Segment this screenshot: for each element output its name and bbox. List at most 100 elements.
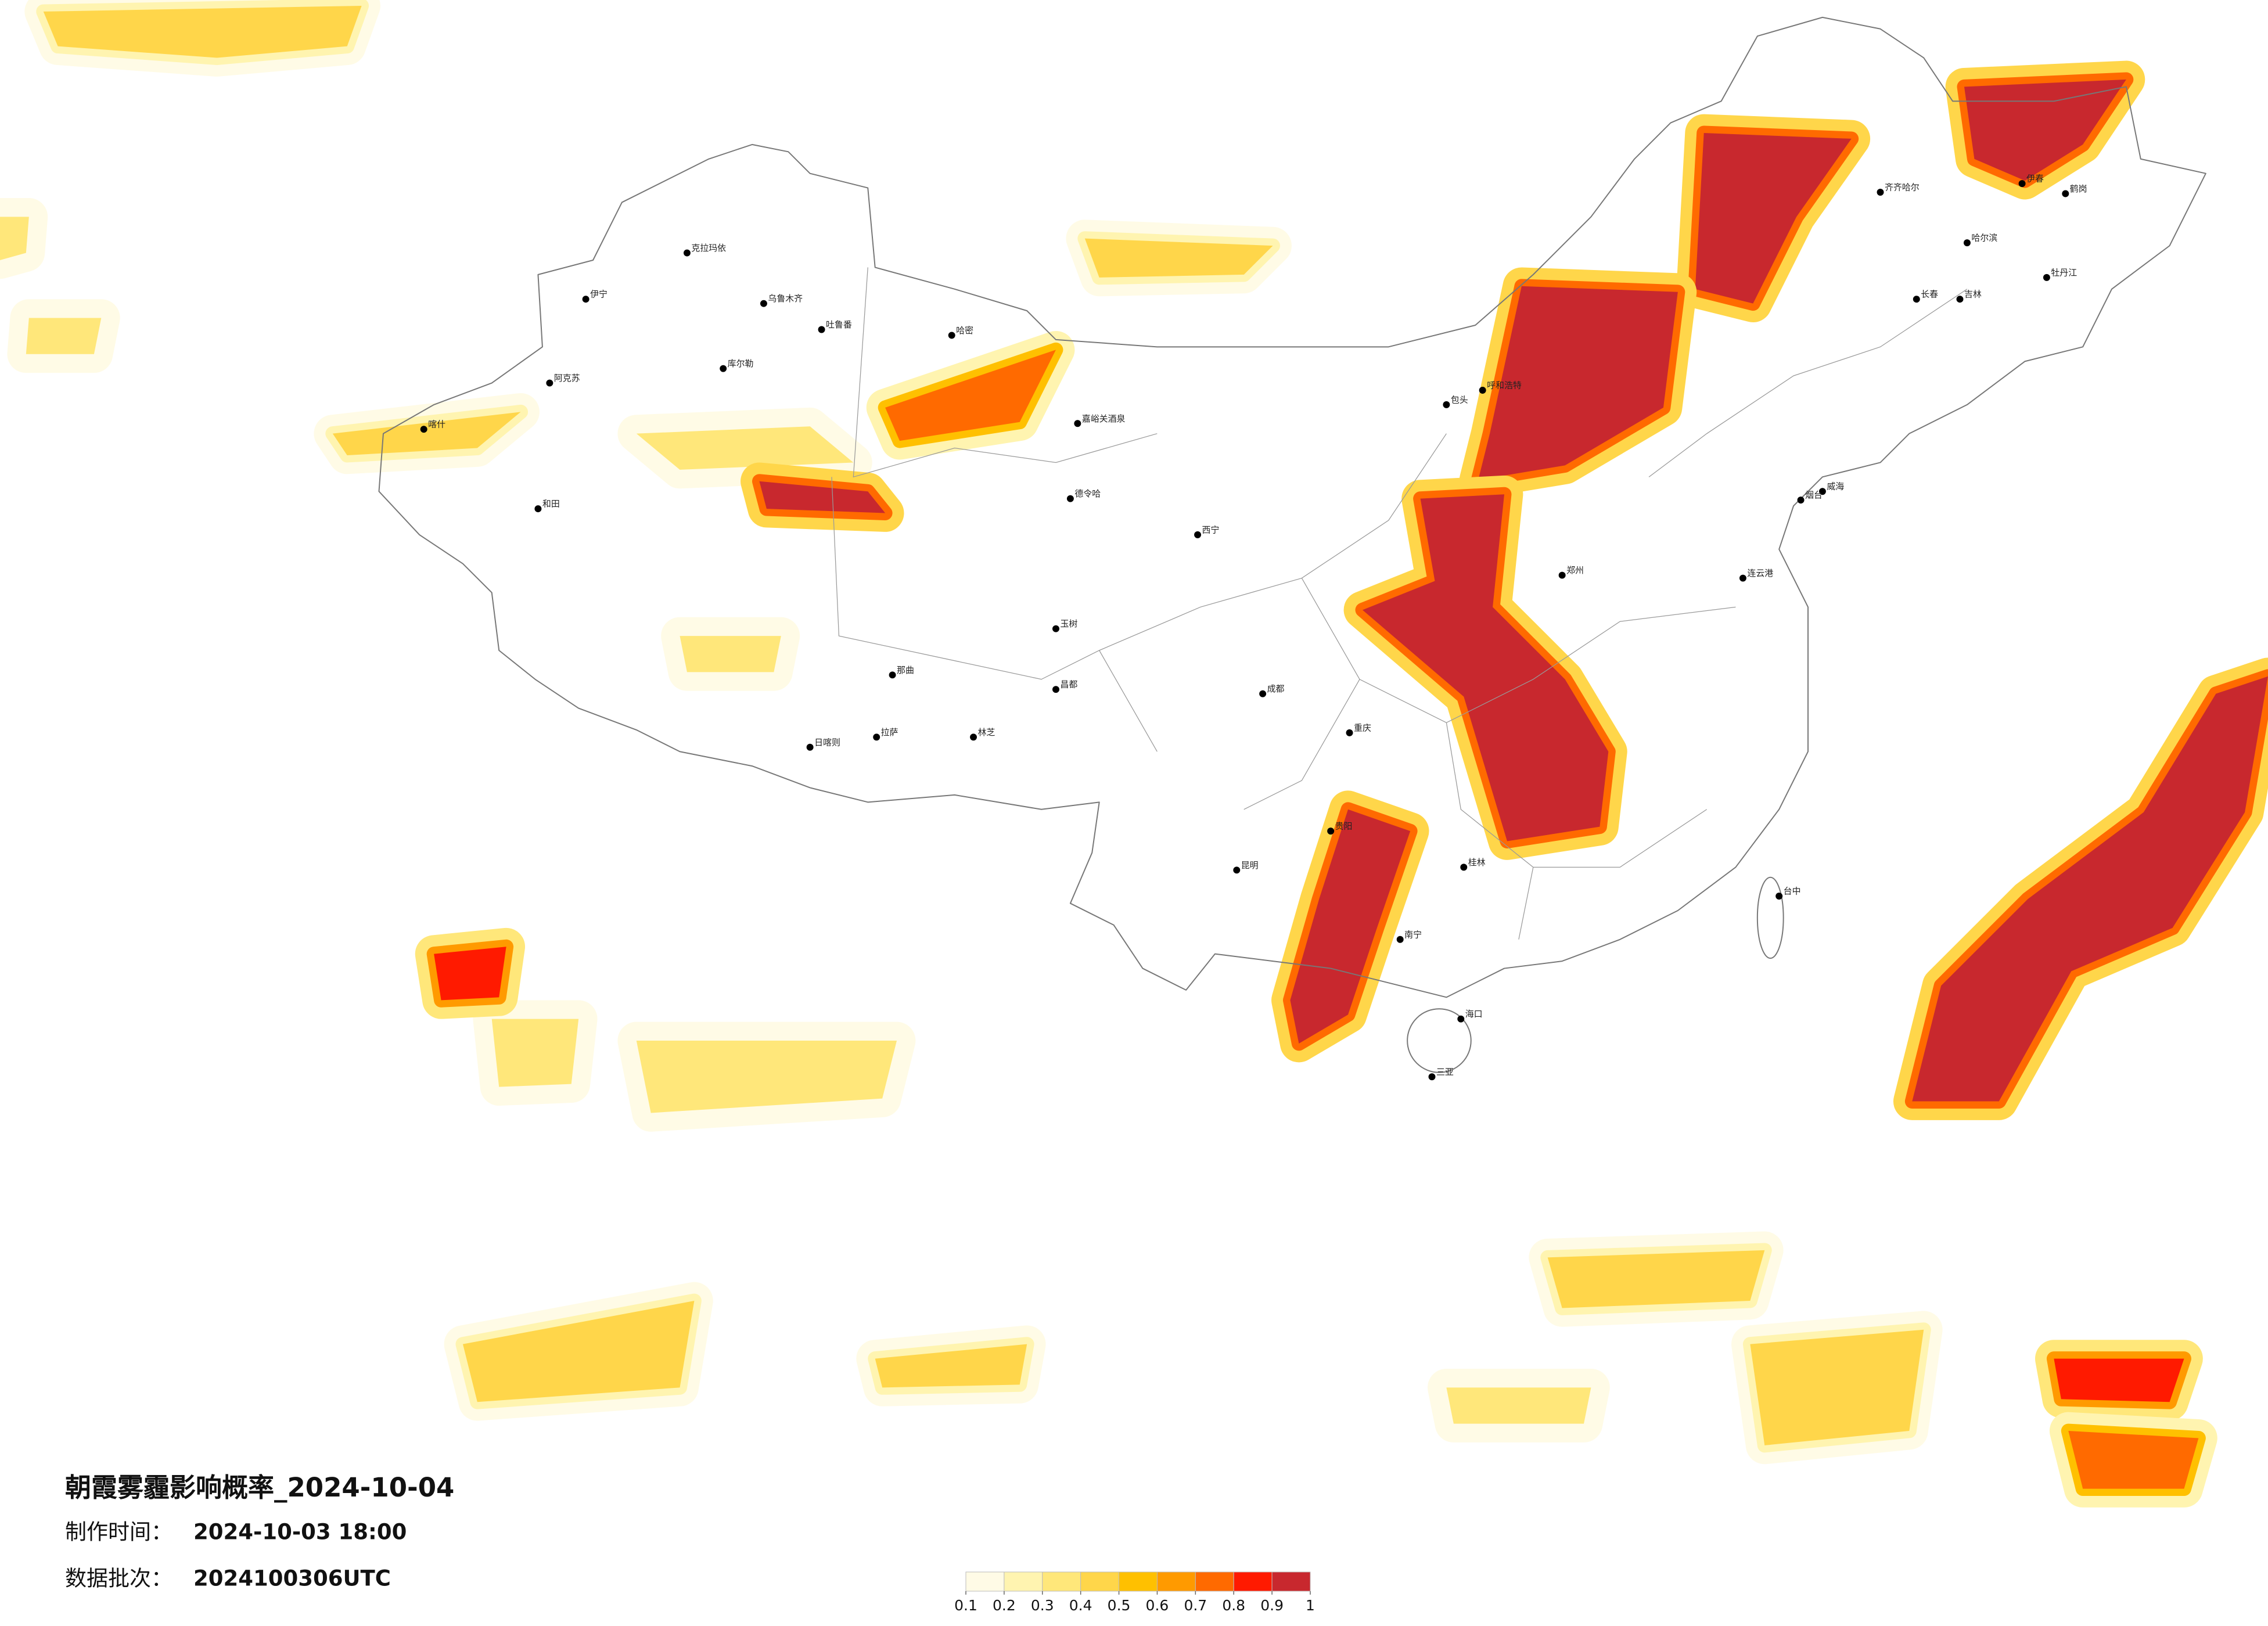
haze-core — [0, 217, 29, 261]
haze-core — [434, 947, 506, 1001]
city-dot — [1877, 189, 1884, 196]
colorbar-swatch — [965, 1571, 1005, 1592]
haze-core — [875, 1344, 1027, 1388]
city-dot — [1052, 686, 1059, 693]
haze-core — [1750, 1329, 1924, 1445]
taiwan — [1756, 876, 1784, 959]
city-dot — [1797, 497, 1805, 504]
haze-core — [1478, 286, 1678, 480]
city-dot — [1396, 936, 1404, 943]
city-label: 重庆 — [1354, 722, 1371, 733]
issue-label: 制作时间： — [65, 1520, 172, 1545]
city-dot — [1739, 574, 1746, 582]
city-dot — [948, 332, 955, 339]
city-dot — [1479, 387, 1486, 394]
city-dot — [1913, 296, 1920, 303]
hainan — [1407, 1008, 1472, 1073]
city-label: 鹤岗 — [2070, 184, 2087, 194]
city-dot — [546, 379, 553, 387]
city-dot — [889, 671, 896, 679]
haze-core — [2054, 1358, 2184, 1402]
haze-core — [1362, 494, 1609, 841]
city-dot — [806, 743, 814, 751]
colorbar-swatch — [1156, 1571, 1196, 1592]
city-dot — [2043, 274, 2050, 281]
city-dot — [970, 733, 977, 741]
city-label: 哈尔滨 — [1971, 233, 1997, 243]
city-label: 日喀则 — [814, 737, 840, 747]
map-title: 朝霞雾霾影响概率_2024-10-04 — [65, 1472, 454, 1503]
city-label: 台中 — [1784, 886, 1801, 897]
city-dot — [873, 733, 880, 741]
city-dot — [1956, 296, 1964, 303]
haze-core — [462, 1301, 695, 1402]
haze-core — [43, 5, 362, 58]
colorbar-swatch — [1195, 1571, 1234, 1592]
batch-label: 数据批次： — [65, 1566, 172, 1591]
city-dot — [1066, 495, 1074, 502]
city-label: 德令哈 — [1074, 488, 1101, 499]
haze-core — [332, 412, 521, 456]
haze-core — [1084, 238, 1273, 278]
city-dot — [1259, 690, 1267, 697]
city-dot — [1460, 864, 1468, 871]
city-label: 连云港 — [1747, 568, 1773, 578]
city-label: 那曲 — [897, 665, 914, 675]
city-label: 伊宁 — [590, 289, 608, 300]
city-label: 海口 — [1465, 1009, 1483, 1019]
haze-core — [1695, 132, 1852, 304]
city-label: 乌鲁木齐 — [768, 293, 803, 304]
city-dot — [760, 300, 767, 307]
haze-layer — [0, 0, 2268, 1508]
city-dot — [1194, 531, 1202, 538]
city-label: 牡丹江 — [2051, 267, 2077, 278]
haze-core — [1912, 676, 2268, 1102]
city-label: 成都 — [1267, 684, 1285, 694]
city-dot — [1443, 401, 1450, 408]
colorbar-swatch — [1080, 1571, 1120, 1592]
colorbar-swatch — [1042, 1571, 1081, 1592]
city-dot — [1818, 488, 1826, 495]
haze-core — [1547, 1250, 1765, 1308]
city-label: 吉林 — [1964, 289, 1982, 300]
city-label: 桂林 — [1468, 857, 1486, 868]
colorbar-tick-label: 0.9 — [1260, 1597, 1284, 1614]
city-label: 阿克苏 — [554, 373, 580, 383]
colorbar-tick-label: 0.2 — [993, 1597, 1016, 1614]
city-dot — [1963, 239, 1971, 247]
city-dot — [1074, 420, 1081, 427]
city-label: 呼和浩特 — [1487, 380, 1522, 391]
city-dot — [420, 426, 427, 433]
colorbar-swatch — [1119, 1571, 1158, 1592]
colorbar-tick-label: 0.7 — [1184, 1597, 1207, 1614]
city-dot — [683, 249, 691, 257]
batch: 2024100306UTC — [193, 1566, 391, 1591]
city-dot — [818, 326, 825, 333]
city-label: 玉树 — [1060, 618, 1077, 629]
city-label: 昌都 — [1060, 679, 1077, 690]
colorbar-tick-label: 0.1 — [954, 1597, 977, 1614]
haze-core — [759, 481, 886, 513]
haze-core — [1964, 79, 2126, 181]
city-label: 和田 — [542, 499, 560, 509]
city-dot — [1558, 571, 1566, 579]
city-dot — [1233, 866, 1241, 874]
colorbar: 0.1 0.2 0.3 0.4 0.5 0.6 0.7 0.8 0.9 1 — [954, 1571, 1315, 1614]
city-label: 喀什 — [428, 419, 445, 430]
province-lines — [831, 267, 1968, 940]
city-label: 西宁 — [1202, 524, 1220, 535]
city-label: 昆明 — [1241, 860, 1259, 870]
city-dot — [582, 296, 590, 303]
city-dot — [2062, 190, 2069, 197]
city-label: 吐鲁番 — [826, 319, 852, 330]
city-label: 南宁 — [1404, 929, 1422, 940]
colorbar-swatch — [1271, 1571, 1311, 1592]
city-label: 齐齐哈尔 — [1885, 182, 1920, 193]
haze-core — [680, 636, 781, 672]
city-label: 郑州 — [1566, 565, 1584, 575]
city-dot — [1457, 1015, 1465, 1023]
city-label: 库尔勒 — [728, 358, 754, 369]
